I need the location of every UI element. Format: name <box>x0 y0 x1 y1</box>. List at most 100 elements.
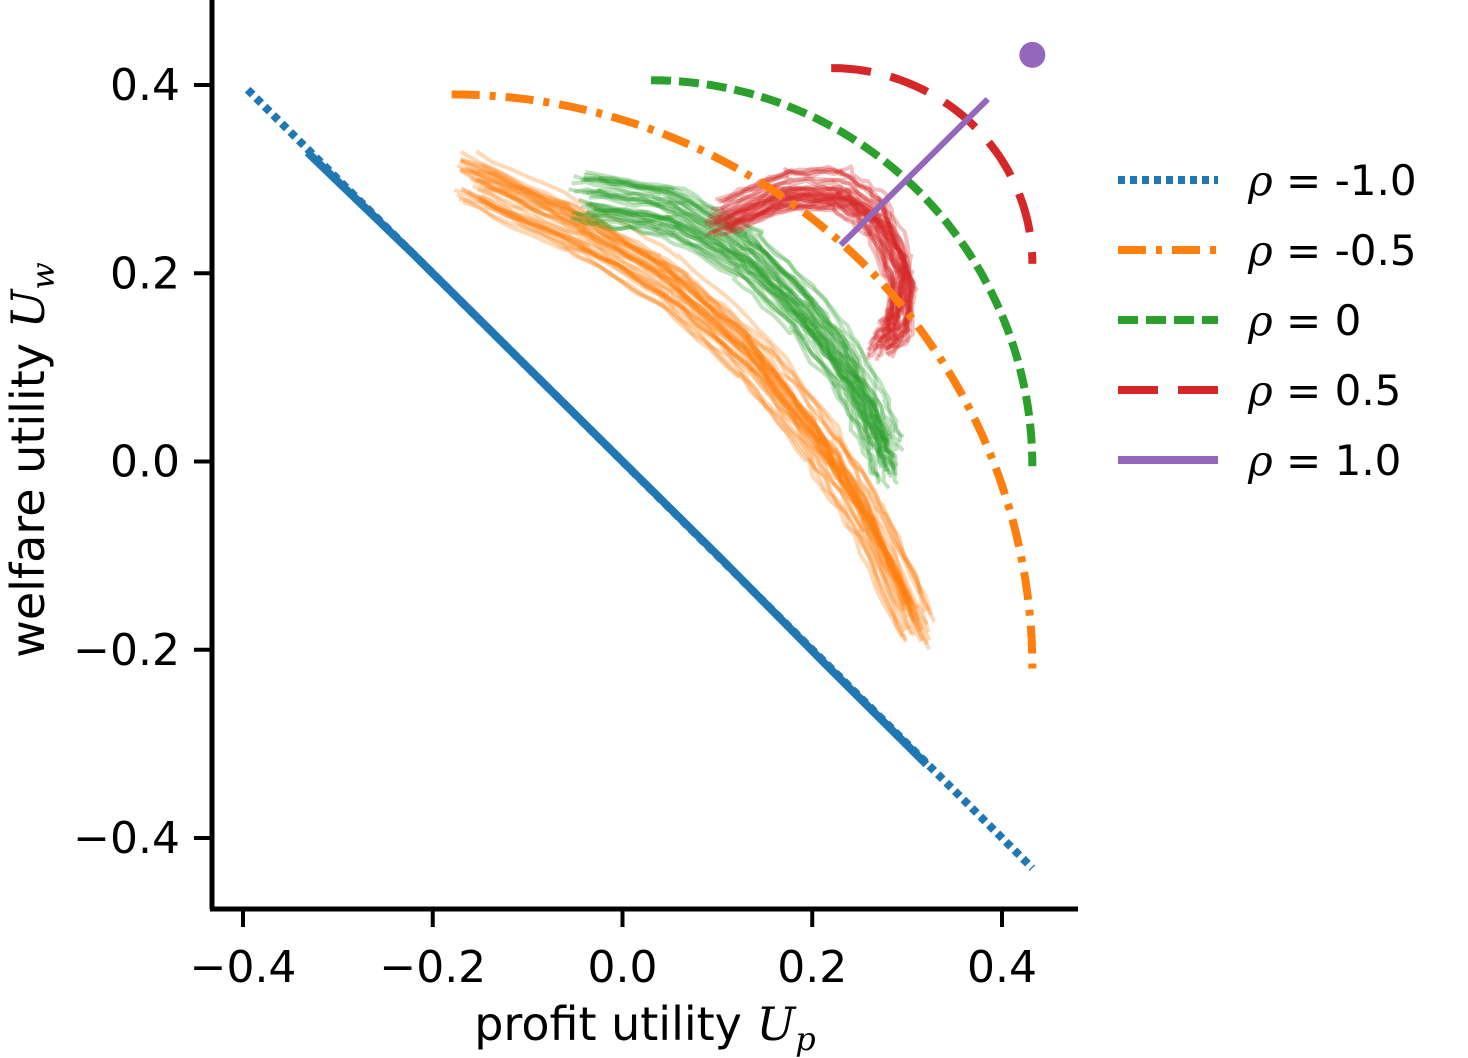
trajectory-line <box>469 176 916 622</box>
trajectory-line <box>711 200 903 358</box>
trajectory-line <box>712 185 901 341</box>
trajectory-line <box>475 177 921 627</box>
trajectory-line <box>708 195 901 351</box>
trajectory-line <box>709 192 896 351</box>
trajectory-line <box>571 180 877 448</box>
axes: −0.4 −0.2 0.0 0.2 0.4 −0.4 −0.2 0.0 0.2 0.4 profit… <box>1 0 1078 1058</box>
x-tick-label: 0.2 <box>777 942 847 993</box>
legend: ρ = -1.0 ρ = -0.5 ρ = 0 ρ = 0.5 ρ = 1.0 <box>1118 156 1417 485</box>
trajectory-line <box>573 216 883 483</box>
trajectory-line <box>466 190 916 637</box>
trajectory-line <box>476 168 927 613</box>
trajectory-line <box>475 149 923 594</box>
trajectory-line <box>480 179 929 626</box>
trajectory-line <box>590 193 896 459</box>
trajectory-line <box>714 191 906 349</box>
trajectory-line <box>459 149 910 598</box>
trajectory-line <box>585 202 891 474</box>
trajectory-line <box>583 172 886 442</box>
trajectory-line <box>725 184 915 341</box>
trajectory-line <box>582 189 888 453</box>
trajectory-line <box>458 168 906 612</box>
trajectory-line <box>729 203 916 357</box>
trajectory-line <box>590 213 894 479</box>
trajectory-line <box>586 208 892 476</box>
trajectory-line <box>707 202 895 358</box>
frontier-curves <box>244 41 1046 871</box>
trajectory-rho-1 <box>838 96 990 248</box>
trajectory-line <box>456 163 907 608</box>
trajectory-line <box>480 193 932 642</box>
trajectory-band-2 <box>568 170 905 490</box>
trajectory-line <box>716 187 906 343</box>
trajectory-line <box>480 163 931 612</box>
trajectory-line <box>724 191 915 346</box>
trajectory-line <box>594 218 900 486</box>
trajectory-line <box>585 170 891 436</box>
trajectory-line <box>487 171 934 616</box>
frontier-point-rho-1 <box>1019 41 1046 68</box>
trajectory-line <box>478 196 923 643</box>
trajectory-line <box>460 186 911 630</box>
trajectory-line <box>484 204 932 651</box>
trajectory-line <box>722 190 915 343</box>
trajectory-line <box>585 208 888 473</box>
trajectory-line <box>723 193 914 351</box>
frontier-curve-2 <box>650 76 1037 467</box>
trajectory-line <box>704 202 895 360</box>
trajectory-line <box>571 210 879 477</box>
trajectory-line <box>724 194 912 351</box>
trajectory-line <box>593 207 899 477</box>
trajectory-line <box>584 177 891 442</box>
trajectory-line <box>598 176 905 439</box>
trajectory-line <box>573 187 880 454</box>
trajectory-line <box>704 194 895 352</box>
y-tick-label: 0.0 <box>110 437 180 488</box>
trajectory-line <box>725 192 916 350</box>
trajectory-line <box>580 176 888 442</box>
trajectory-line <box>476 194 925 641</box>
trajectory-line <box>483 186 931 633</box>
trajectory-line <box>591 212 895 476</box>
trajectory-line <box>595 188 899 451</box>
legend-label-3: ρ = 0.5 <box>1247 366 1401 415</box>
trajectory-line <box>469 168 920 610</box>
trajectory-line <box>462 200 908 643</box>
trajectory-line <box>459 167 908 612</box>
legend-label-1: ρ = -0.5 <box>1247 226 1417 275</box>
trajectory-line <box>575 212 881 479</box>
trajectory-line <box>460 168 910 618</box>
x-tick-label: −0.2 <box>379 942 486 993</box>
y-tick-label: −0.4 <box>73 813 180 864</box>
trajectory-line <box>569 216 881 485</box>
trajectory-line <box>589 201 896 471</box>
frontier-curve-1 <box>451 90 1037 669</box>
trajectory-line <box>460 158 913 600</box>
y-tick-label: 0.4 <box>110 60 180 111</box>
trajectory-line <box>583 175 893 441</box>
trajectory-line <box>474 177 921 622</box>
x-axis-title: profit utility Up <box>474 997 816 1058</box>
trajectory-line <box>482 176 937 623</box>
trajectory-line <box>585 218 891 490</box>
trajectory-line <box>458 196 908 641</box>
trajectory-line <box>582 176 889 445</box>
legend-label-4: ρ = 1.0 <box>1247 436 1401 485</box>
trajectory-line <box>573 173 879 441</box>
trajectory-line <box>598 187 905 452</box>
trajectory-line <box>461 187 914 636</box>
trajectory-line <box>724 184 912 343</box>
trajectory-line <box>472 183 923 633</box>
trajectory-line <box>453 187 907 633</box>
trajectory-line <box>598 175 903 442</box>
trajectory-line <box>721 176 909 335</box>
trajectory-line <box>580 204 884 469</box>
trajectory-line <box>568 187 874 451</box>
legend-label-0: ρ = -1.0 <box>1247 156 1417 205</box>
trajectory-line <box>588 195 895 459</box>
trajectory-line <box>728 195 916 351</box>
x-tick-label: 0.4 <box>967 942 1037 993</box>
trajectory-line <box>456 192 904 638</box>
trajectory-line <box>458 158 910 605</box>
trajectory-line <box>460 156 907 605</box>
